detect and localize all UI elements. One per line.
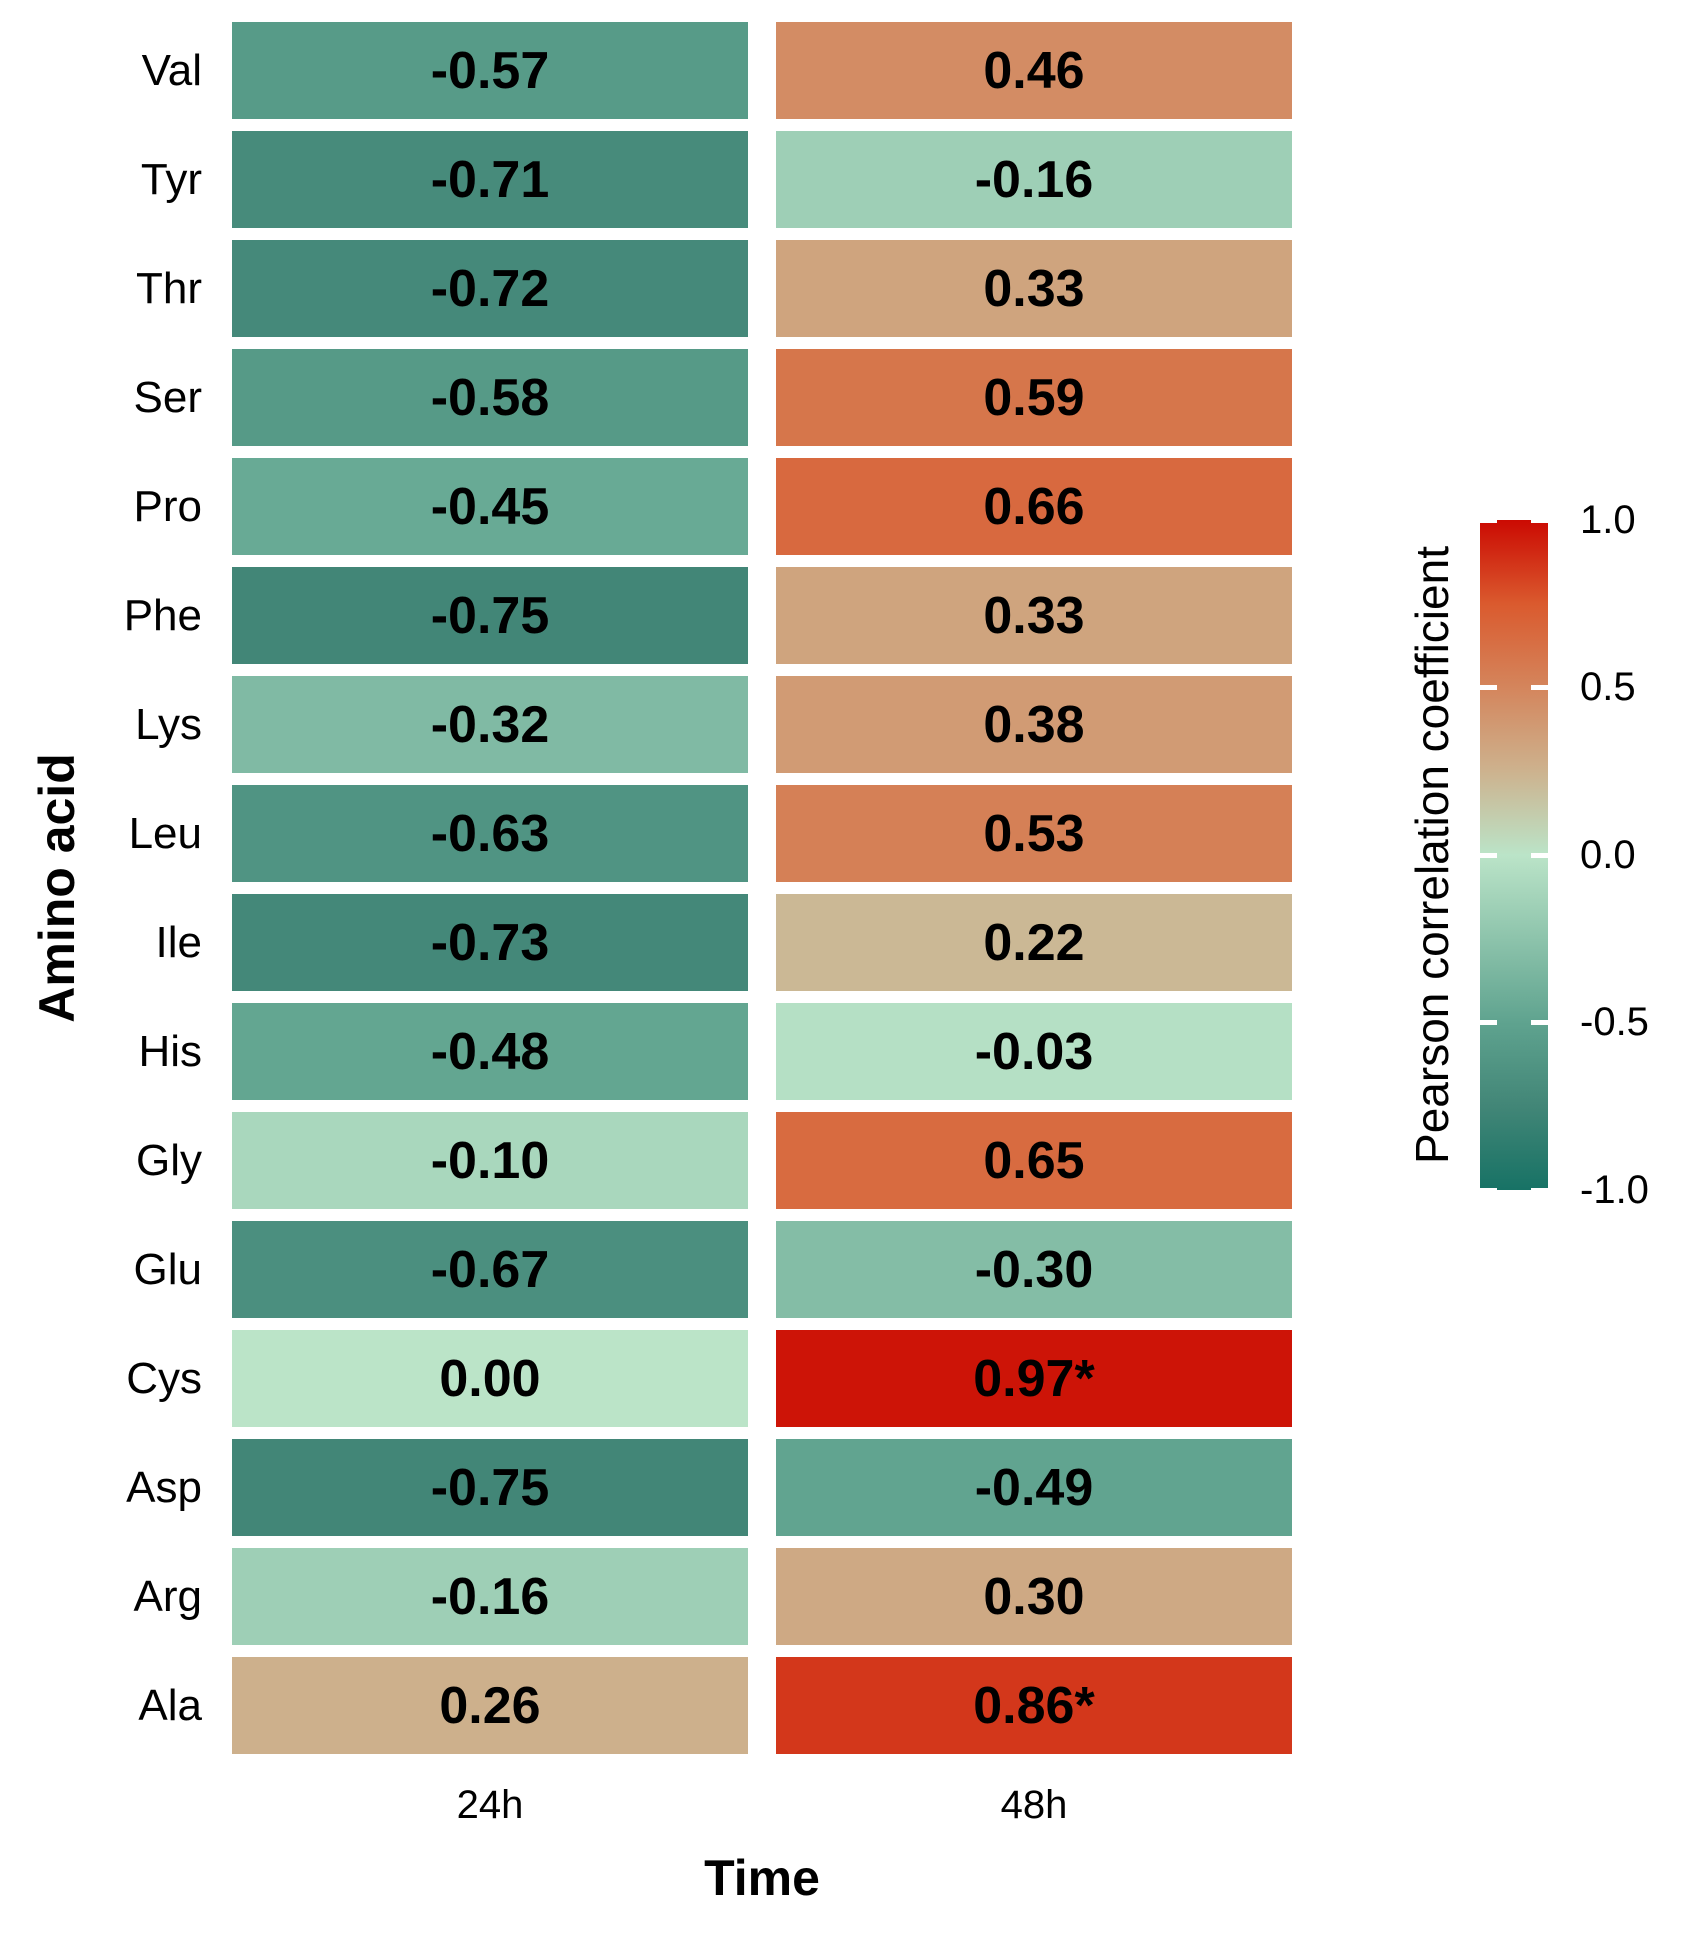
heatmap-cell-tyr-48h: -0.16 <box>776 131 1292 228</box>
legend-tick-label-0.5: 0.5 <box>1580 665 1636 709</box>
heatmap-cell-lys-48h: 0.38 <box>776 676 1292 773</box>
heatmap-cell-leu-24h: -0.63 <box>232 785 748 882</box>
x-tick-label-48h: 48h <box>1000 1782 1068 1827</box>
legend-tick-mark <box>1480 852 1497 858</box>
heatmap-cell-val-24h: -0.57 <box>232 22 748 119</box>
heatmap-cell-glu-48h: -0.30 <box>776 1221 1292 1318</box>
y-tick-label-ile: Ile <box>155 917 202 967</box>
legend-tick-label--0.5: -0.5 <box>1580 1000 1649 1044</box>
y-tick-label-his: His <box>138 1026 202 1076</box>
x-tick-label-24h: 24h <box>456 1782 524 1827</box>
y-tick-label-leu: Leu <box>128 808 202 858</box>
heatmap-cell-phe-24h: -0.75 <box>232 567 748 664</box>
y-tick-label-phe: Phe <box>123 590 202 640</box>
legend-tick-mark <box>1480 1187 1497 1193</box>
heatmap-cell-gly-24h: -0.10 <box>232 1112 748 1209</box>
y-tick-label-gly: Gly <box>136 1135 202 1185</box>
y-tick-label-ala: Ala <box>138 1680 202 1730</box>
y-tick-label-val: Val <box>141 45 202 95</box>
y-tick-label-pro: Pro <box>133 481 202 531</box>
heatmap-cell-phe-48h: 0.33 <box>776 567 1292 664</box>
y-tick-label-tyr: Tyr <box>140 154 202 204</box>
heatmap-cell-his-24h: -0.48 <box>232 1003 748 1100</box>
y-tick-label-cys: Cys <box>126 1353 202 1403</box>
legend-tick-mark <box>1531 1020 1548 1025</box>
x-axis-title: Time <box>704 1850 820 1906</box>
legend-tick-mark <box>1480 685 1497 690</box>
heatmap-cell-thr-24h: -0.72 <box>232 240 748 337</box>
heatmap-cell-his-48h: -0.03 <box>776 1003 1292 1100</box>
y-tick-label-thr: Thr <box>136 263 202 313</box>
heatmap-cell-thr-48h: 0.33 <box>776 240 1292 337</box>
heatmap-cell-pro-24h: -0.45 <box>232 458 748 555</box>
legend-title: Pearson correlation coefficient <box>1406 546 1458 1164</box>
heatmap-cell-asp-24h: -0.75 <box>232 1439 748 1536</box>
heatmap-cell-ser-24h: -0.58 <box>232 349 748 446</box>
heatmap-cell-glu-24h: -0.67 <box>232 1221 748 1318</box>
heatmap-cell-ser-48h: 0.59 <box>776 349 1292 446</box>
heatmap-cell-ile-48h: 0.22 <box>776 894 1292 991</box>
heatmap-cell-arg-24h: -0.16 <box>232 1548 748 1645</box>
heatmap-cell-arg-48h: 0.30 <box>776 1548 1292 1645</box>
heatmap-cell-ala-48h: 0.86* <box>776 1657 1292 1754</box>
legend-tick-mark <box>1531 1187 1548 1193</box>
heatmap-cell-lys-24h: -0.32 <box>232 676 748 773</box>
legend-tick-label-0.0: 0.0 <box>1580 832 1636 877</box>
heatmap-cell-cys-24h: 0.00 <box>232 1330 748 1427</box>
y-tick-label-glu: Glu <box>133 1244 202 1294</box>
legend-tick-mark <box>1480 1020 1497 1025</box>
heatmap-cell-val-48h: 0.46 <box>776 22 1292 119</box>
legend-tick-mark <box>1531 852 1548 858</box>
heatmap-cell-gly-48h: 0.65 <box>776 1112 1292 1209</box>
legend-tick-label-1.0: 1.0 <box>1580 497 1636 542</box>
y-tick-label-asp: Asp <box>126 1462 202 1512</box>
heatmap-cell-leu-48h: 0.53 <box>776 785 1292 882</box>
y-tick-label-lys: Lys <box>135 699 202 749</box>
heatmap-cell-cys-48h: 0.97* <box>776 1330 1292 1427</box>
legend-tick-mark <box>1531 685 1548 690</box>
legend-tick-mark <box>1480 517 1497 523</box>
heatmap-cell-pro-48h: 0.66 <box>776 458 1292 555</box>
y-tick-label-arg: Arg <box>133 1571 202 1621</box>
heatmap-cell-ile-24h: -0.73 <box>232 894 748 991</box>
heatmap-cell-ala-24h: 0.26 <box>232 1657 748 1754</box>
y-tick-label-ser: Ser <box>133 372 202 422</box>
legend-tick-mark <box>1531 517 1548 523</box>
heatmap-cell-asp-48h: -0.49 <box>776 1439 1292 1536</box>
legend-tick-label--1.0: -1.0 <box>1580 1167 1649 1212</box>
heatmap-cell-tyr-24h: -0.71 <box>232 131 748 228</box>
